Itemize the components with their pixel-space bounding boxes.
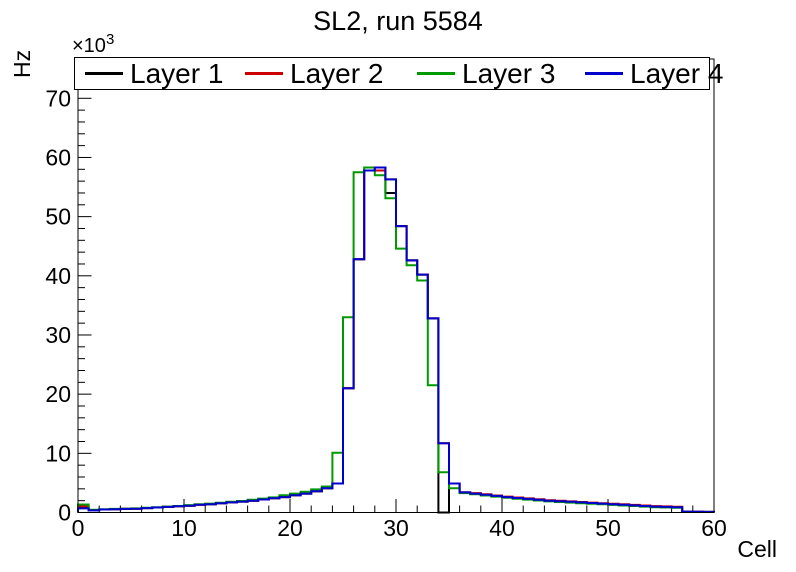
x-tick-label: 20	[277, 515, 303, 541]
legend-line-sample	[417, 72, 455, 75]
x-tick-label: 60	[701, 515, 727, 541]
legend-label: Layer 1	[130, 57, 224, 89]
histogram-series	[77, 166, 715, 514]
legend-line-sample	[245, 72, 283, 75]
y-tick-label: 10	[45, 440, 71, 466]
y-tick-label: 60	[45, 144, 71, 170]
legend-box: Layer 1 Layer 2 Layer 3 Layer 4	[74, 57, 723, 90]
y-tick-label: 30	[45, 322, 71, 348]
x-tick-label: 10	[171, 515, 197, 541]
x-axis-title: Cell	[737, 536, 777, 562]
x-tick-label: 40	[489, 515, 515, 541]
legend-item-layer-1: Layer 1	[85, 58, 223, 89]
legend-label: Layer 4	[630, 57, 724, 89]
legend-line-sample	[585, 72, 623, 75]
legend-label: Layer 3	[462, 57, 556, 89]
y-axis-title: Hz	[9, 50, 35, 78]
legend-label: Layer 2	[290, 57, 384, 89]
y-tick-label: 70	[45, 85, 71, 111]
legend-item-layer-3: Layer 3	[417, 58, 555, 89]
x-tick-label: 50	[595, 515, 621, 541]
y-tick-label: 40	[45, 263, 71, 289]
y-tick-label: 20	[45, 381, 71, 407]
axis-tick-labels: 0 10 20 30 40 50 60 70 0 10 20 30 40 50 60	[45, 85, 726, 541]
legend-item-layer-2: Layer 2	[245, 58, 383, 89]
y-tick-label: 50	[45, 204, 71, 230]
x-tick-label: 0	[72, 515, 85, 541]
chart-title: SL2, run 5584	[313, 6, 483, 36]
y-axis-multiplier: ×103	[72, 31, 114, 57]
legend-item-layer-4: Layer 4	[585, 58, 723, 89]
y-tick-label: 0	[58, 500, 71, 526]
legend-line-sample	[85, 72, 123, 75]
x-tick-label: 30	[383, 515, 409, 541]
axis-ticks	[77, 62, 715, 513]
plot-frame	[77, 58, 715, 513]
histogram-layer-4	[77, 166, 715, 513]
